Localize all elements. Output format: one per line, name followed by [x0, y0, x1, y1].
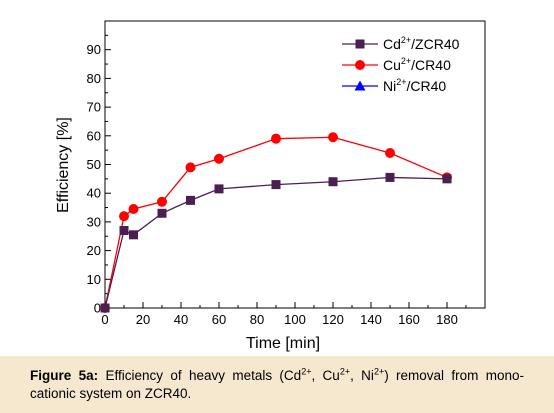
series-circle — [100, 132, 452, 313]
legend-label: Cu2+/CR40 — [383, 56, 451, 73]
caption-text-a: Efficiency of heavy metals (Cd — [98, 368, 302, 383]
y-tick-label: 50 — [87, 157, 101, 172]
caption-sup-1: 2+ — [301, 366, 312, 377]
x-tick-label: 40 — [174, 312, 188, 327]
data-point — [214, 184, 224, 194]
legend: Cd2+/ZCR40 Cu2+/CR40 Ni2+/CR40 — [342, 35, 460, 94]
data-point — [157, 208, 167, 218]
legend-marker — [355, 39, 365, 49]
axis-ticks: 0 20 40 60 80 100 120 140 160 180 0 10 20 30 40 50 60 70 8… — [87, 34, 467, 327]
x-tick-label: 20 — [136, 312, 150, 327]
data-point — [442, 174, 452, 184]
data-point — [271, 180, 281, 190]
x-tick-label: 140 — [360, 312, 382, 327]
x-tick-label: 0 — [101, 312, 108, 327]
data-point — [385, 172, 395, 182]
y-tick-label: 0 — [94, 301, 101, 316]
x-axis-label: Time [min] — [246, 335, 320, 352]
data-point — [119, 211, 129, 222]
data-point — [100, 303, 110, 313]
y-tick-label: 30 — [87, 214, 101, 229]
x-tick-label: 180 — [436, 312, 458, 327]
caption-text-d: ) removal from mono-cationic system on Z… — [30, 368, 525, 401]
legend-label: Ni2+/CR40 — [383, 77, 446, 94]
y-tick-label: 20 — [87, 243, 101, 258]
y-tick-label: 10 — [87, 272, 101, 287]
y-tick-label: 60 — [87, 128, 101, 143]
series-line — [104, 136, 448, 309]
y-tick-label: 40 — [87, 186, 101, 201]
legend-marker — [355, 60, 365, 70]
data-point — [128, 203, 139, 214]
figure-caption: Figure 5a: Efficiency of heavy metals (C… — [30, 367, 524, 403]
data-point — [328, 132, 338, 143]
series-layer — [100, 132, 452, 313]
series-square — [100, 172, 452, 313]
y-axis-label: Efficiency [%] — [55, 117, 72, 213]
caption-sup-3: 2+ — [373, 366, 385, 377]
x-tick-label: 80 — [250, 312, 264, 327]
x-tick-label: 100 — [284, 312, 306, 327]
data-point — [129, 230, 138, 240]
data-point — [271, 133, 281, 144]
series-line — [104, 176, 448, 309]
caption-text-c: , Ni — [350, 368, 374, 383]
y-tick-label: 80 — [87, 71, 101, 86]
legend-marker — [354, 80, 366, 91]
chart: 0 20 40 60 80 100 120 140 160 180 0 10 20 30 40 50 60 70 8… — [55, 20, 486, 352]
x-tick-label: 60 — [212, 312, 226, 327]
caption-background — [0, 356, 554, 413]
y-tick-label: 70 — [87, 100, 101, 115]
x-tick-label: 120 — [322, 312, 344, 327]
y-tick-label: 90 — [87, 42, 101, 57]
caption-text-b: , Cu — [311, 368, 340, 383]
data-point — [385, 148, 395, 159]
x-tick-label: 160 — [398, 312, 420, 327]
data-point — [186, 195, 195, 205]
data-point — [214, 153, 224, 164]
data-point — [328, 177, 338, 187]
caption-label: Figure 5a: — [30, 368, 99, 383]
data-point — [157, 196, 167, 207]
legend-label: Cd2+/ZCR40 — [383, 35, 460, 52]
data-point — [119, 226, 129, 236]
data-point — [185, 162, 196, 173]
caption-sup-2: 2+ — [339, 366, 351, 377]
